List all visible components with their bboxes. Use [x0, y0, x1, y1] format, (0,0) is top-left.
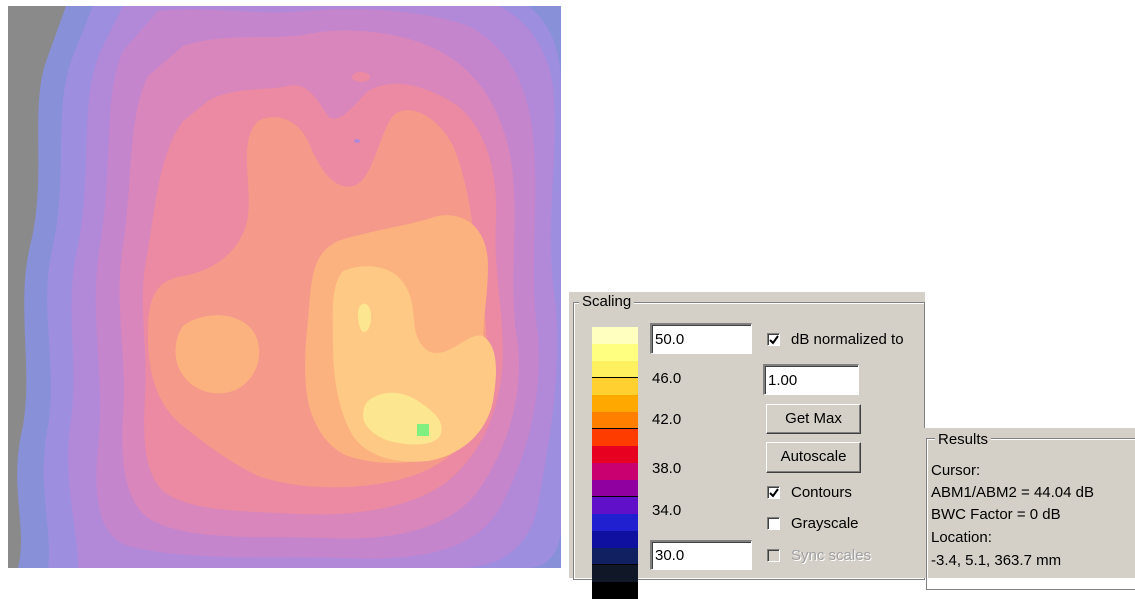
colorbar-swatch — [592, 378, 638, 395]
colorbar — [592, 327, 638, 599]
colorbar-swatch — [592, 327, 638, 344]
grayscale-label: Grayscale — [791, 514, 859, 532]
contours-checkbox[interactable]: Contours — [767, 483, 852, 501]
grayscale-checkbox[interactable]: Grayscale — [767, 514, 859, 532]
max-value-input[interactable] — [650, 323, 752, 354]
get-max-button[interactable]: Get Max — [766, 404, 861, 434]
contour-spot-small — [354, 139, 360, 143]
colorbar-swatch — [592, 446, 638, 463]
colorbar-swatch — [592, 480, 638, 497]
tick-label-38: 38.0 — [652, 460, 682, 477]
bwc-factor-value: BWC Factor = 0 dB — [931, 506, 1061, 523]
colorbar-swatch — [592, 395, 638, 412]
autoscale-button[interactable]: Autoscale — [766, 442, 861, 473]
normalize-value-input[interactable] — [763, 364, 859, 395]
scaling-title: Scaling — [579, 294, 635, 310]
colorbar-swatch — [592, 361, 638, 378]
db-normalized-label: dB normalized to — [791, 330, 904, 348]
sync-scales-check-icon — [767, 548, 780, 562]
min-value-input[interactable] — [650, 540, 752, 570]
colorbar-swatch — [592, 344, 638, 361]
colorbar-swatch — [592, 548, 638, 565]
abm-ratio-value: ABM1/ABM2 = 44.04 dB — [931, 484, 1095, 501]
tick-label-46: 46.0 — [652, 370, 682, 387]
tick-label-42: 42.0 — [652, 411, 682, 428]
db-normalized-check-icon[interactable] — [767, 332, 780, 346]
db-normalized-checkbox[interactable]: dB normalized to — [767, 330, 904, 348]
location-label: Location: — [931, 529, 992, 546]
cursor-marker[interactable] — [417, 424, 429, 436]
colorbar-swatch — [592, 463, 638, 480]
colorbar-swatch — [592, 565, 638, 582]
location-value: -3.4, 5.1, 363.7 mm — [931, 552, 1062, 569]
contour-map[interactable] — [8, 6, 561, 568]
colorbar-swatch — [592, 531, 638, 548]
colorbar-swatch — [592, 582, 638, 599]
contours-label: Contours — [791, 483, 852, 501]
colorbar-swatch — [592, 412, 638, 429]
results-panel: Results Cursor: ABM1/ABM2 = 44.04 dB BWC… — [923, 428, 1135, 590]
cursor-label: Cursor: — [931, 462, 981, 479]
scaling-panel: Scaling 46.0 42.0 38.0 34.0 dB normalize… — [569, 292, 925, 599]
contour-spot-top — [352, 72, 370, 82]
contours-check-icon[interactable] — [767, 485, 780, 499]
results-title: Results — [935, 432, 992, 448]
contour-level-10b — [358, 303, 372, 332]
grayscale-check-icon[interactable] — [767, 516, 780, 530]
contour-level-8b — [175, 315, 260, 394]
tick-label-34: 34.0 — [652, 502, 682, 519]
sync-scales-label: Sync scales — [791, 546, 872, 564]
colorbar-swatch — [592, 497, 638, 514]
colorbar-swatch — [592, 429, 638, 446]
sync-scales-checkbox: Sync scales — [767, 546, 871, 564]
colorbar-swatch — [592, 514, 638, 531]
